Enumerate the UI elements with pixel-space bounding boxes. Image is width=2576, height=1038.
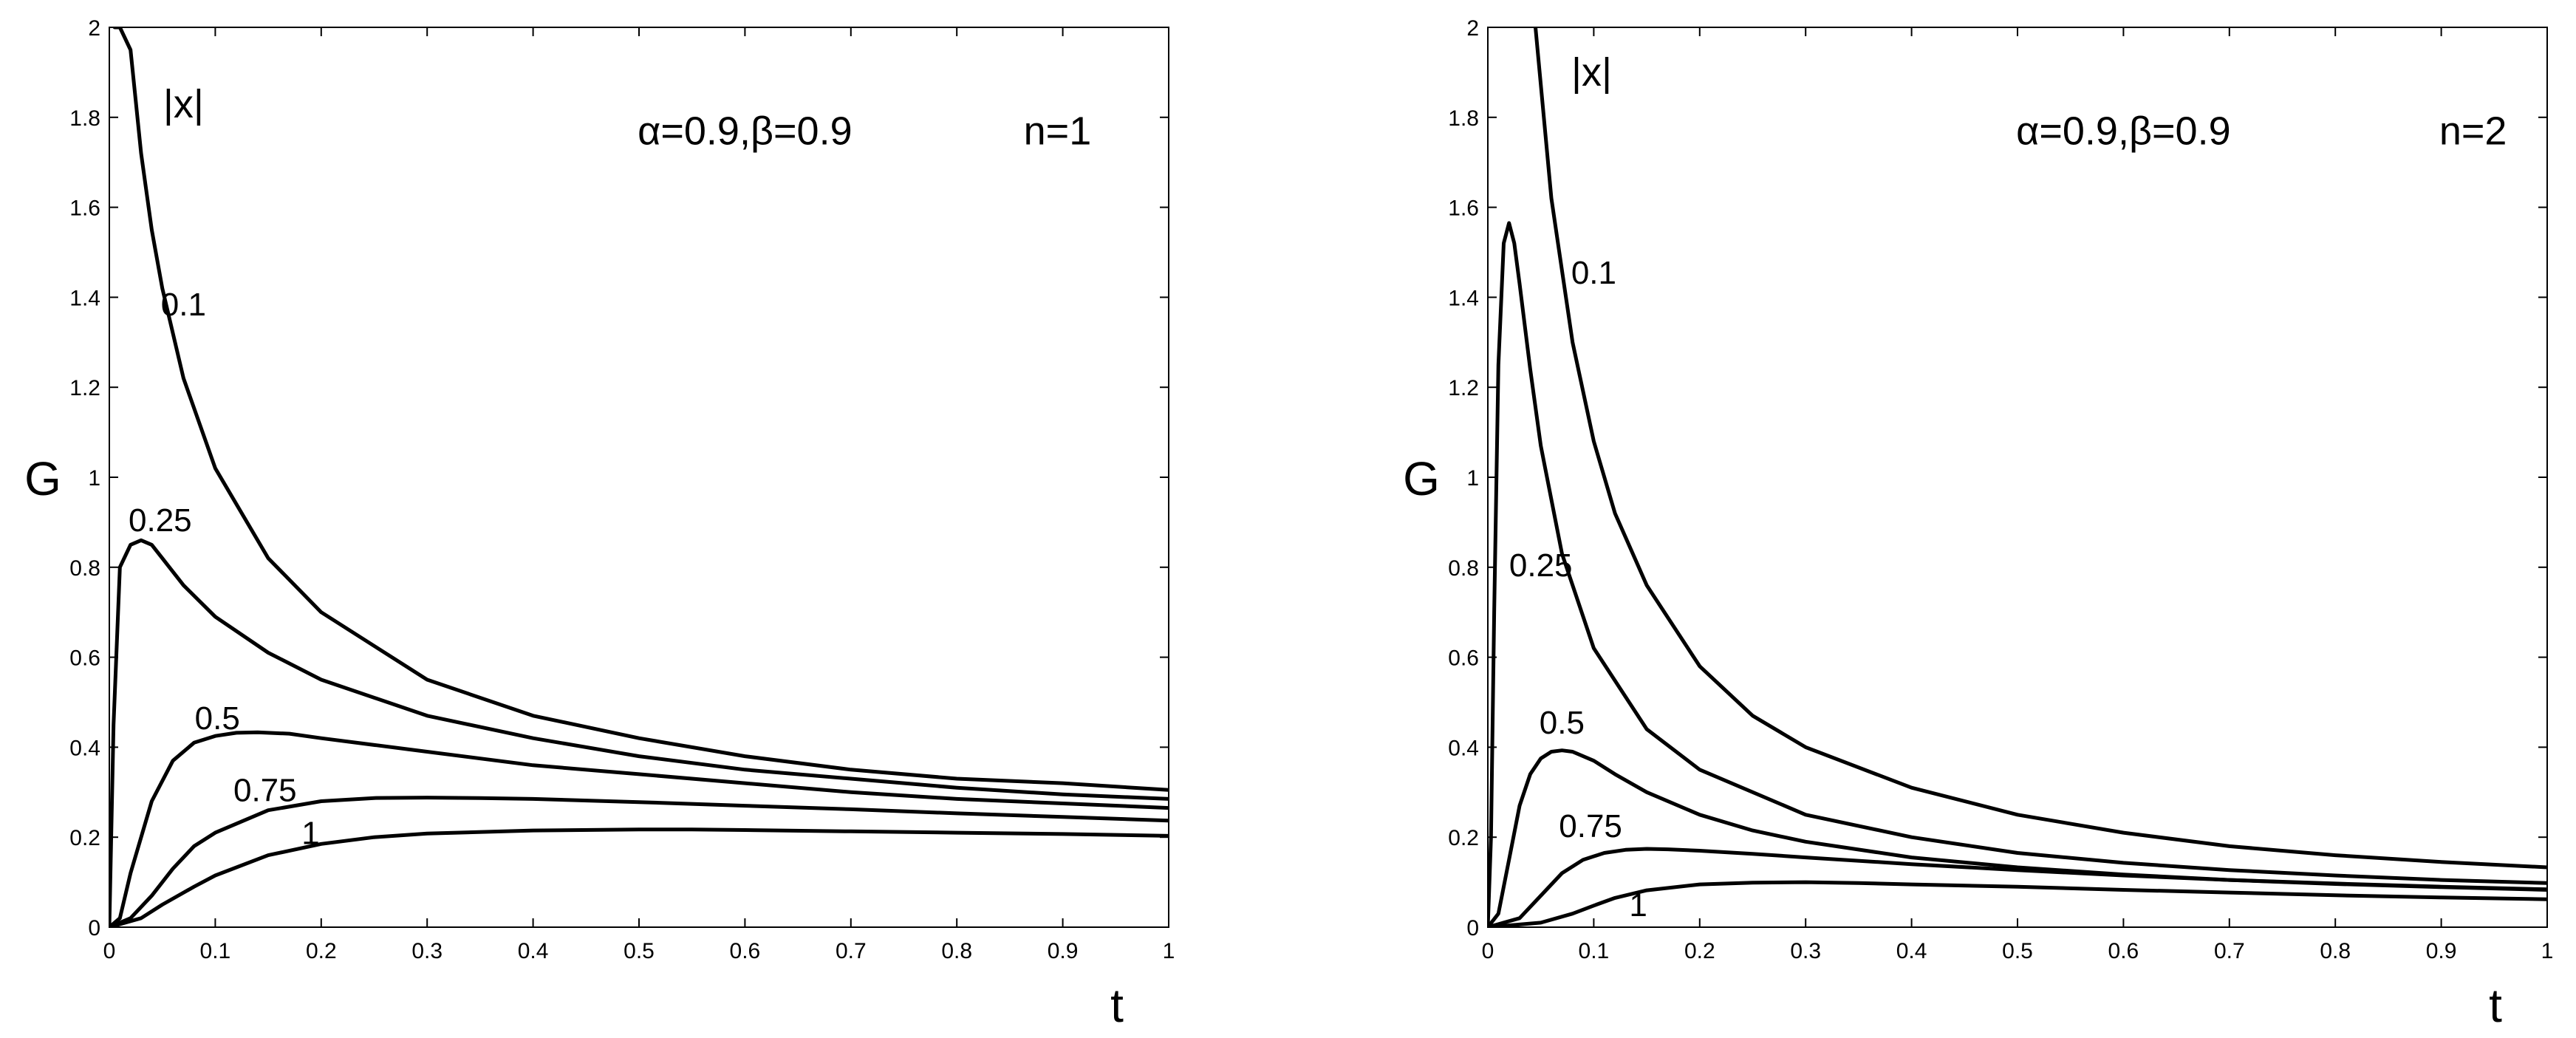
y-tick-label: 0.8: [69, 556, 100, 581]
y-tick-label: 1.6: [69, 197, 100, 221]
curve-label: 0.75: [233, 772, 297, 808]
y-tick-label: 0.2: [1448, 826, 1479, 850]
x-tick-label: 0.6: [2108, 939, 2139, 963]
series-line-0-1: [112, 27, 1169, 792]
series-line-1: [109, 827, 1169, 927]
x-tick-label: 0.4: [1896, 939, 1927, 963]
y-tick-label: 0.6: [69, 646, 100, 671]
y-tick-label: 1.4: [1448, 286, 1479, 310]
x-tick-label: 1: [2541, 939, 2554, 963]
x-tick-label: 0.4: [518, 939, 549, 963]
y-tick-label: 0.4: [1448, 736, 1479, 760]
x-tick-label: 0.7: [2214, 939, 2245, 963]
x-tick-label: 0.5: [623, 939, 655, 963]
x-tick-label: 0.2: [1684, 939, 1715, 963]
x-tick-label: 0.9: [2426, 939, 2457, 963]
x-tick-label: 0.7: [836, 939, 867, 963]
y-tick-label: 1.4: [69, 286, 100, 310]
x-tick-label: 0.6: [730, 939, 761, 963]
y-tick-label: 1.8: [69, 106, 100, 131]
params-annotation: α=0.9,β=0.9: [2016, 109, 2231, 153]
x-tick-label: 1: [1163, 939, 1175, 963]
y-axis-title: G: [1403, 452, 1440, 505]
x-tick-label: 0.8: [2320, 939, 2351, 963]
chart-panel-left: 0 0.1 0.2 0.3 0.4 0.5 0.6 0.7 0.8 0.9 1 0 0.2 0.4 0.6 0…: [24, 16, 1175, 1032]
series-line-0-25: [109, 538, 1169, 927]
curve-label: 0.25: [1509, 547, 1573, 584]
x-axis-title: t: [2489, 979, 2502, 1032]
curve-label: 1: [1629, 887, 1647, 923]
series-line-0-25: [1488, 221, 2547, 927]
y-tick-label: 0: [88, 916, 100, 940]
y-tick-label: 2: [88, 16, 100, 41]
y-tick-label: 1.2: [1448, 376, 1479, 400]
series-line-0-75: [109, 796, 1169, 927]
x-tick-label: 0.8: [941, 939, 972, 963]
x-tick-label: 0.5: [2002, 939, 2033, 963]
series-line-0-75: [1488, 847, 2547, 927]
y-tick-label: 1.8: [1448, 106, 1479, 131]
series-group: [109, 27, 1169, 927]
curve-label: 0.25: [129, 502, 192, 539]
y-tick-label: 1: [88, 466, 100, 491]
curve-label: 0.1: [161, 287, 206, 323]
y-tick-label: 0.8: [1448, 556, 1479, 581]
y-tick-label: 2: [1466, 16, 1479, 41]
y-tick-label: 1.6: [1448, 197, 1479, 221]
series-line-0-1: [1534, 27, 2547, 870]
series-group: [1488, 27, 2547, 927]
y-tick-label: 0.6: [1448, 646, 1479, 671]
x-tick-label: 0.1: [200, 939, 231, 963]
chart-panel-right: 0 0.1 0.2 0.3 0.4 0.5 0.6 0.7 0.8 0.9 1 0 0.2 0.4 0.6 0…: [1403, 16, 2553, 1032]
series-line-0-5: [109, 730, 1169, 927]
y-axis-title: G: [24, 452, 61, 505]
x-tick-label: 0: [1482, 939, 1494, 963]
curve-label: 0.5: [195, 700, 240, 737]
curve-label: 0.1: [1571, 255, 1616, 291]
curve-label: 0.75: [1559, 808, 1622, 844]
legend-title: |x|: [1571, 50, 1612, 95]
n-annotation: n=1: [1024, 109, 1092, 153]
x-axis-title: t: [1110, 979, 1124, 1032]
x-tick-label: 0.1: [1579, 939, 1610, 963]
legend-title: |x|: [163, 82, 204, 126]
x-tick-label: 0.9: [1048, 939, 1079, 963]
y-tick-label: 0.4: [69, 736, 100, 760]
x-tick-label: 0.3: [411, 939, 443, 963]
curve-label: 1: [301, 815, 319, 851]
y-tick-label: 0.2: [69, 826, 100, 850]
x-tick-label: 0: [103, 939, 116, 963]
params-annotation: α=0.9,β=0.9: [638, 109, 853, 153]
n-annotation: n=2: [2439, 109, 2507, 153]
y-tick-label: 1: [1466, 466, 1479, 491]
x-tick-label: 0.3: [1790, 939, 1821, 963]
x-tick-label: 0.2: [306, 939, 337, 963]
curve-label: 0.5: [1540, 705, 1585, 741]
y-tick-label: 0: [1466, 916, 1479, 940]
y-tick-label: 1.2: [69, 376, 100, 400]
series-line-1: [1488, 880, 2547, 927]
